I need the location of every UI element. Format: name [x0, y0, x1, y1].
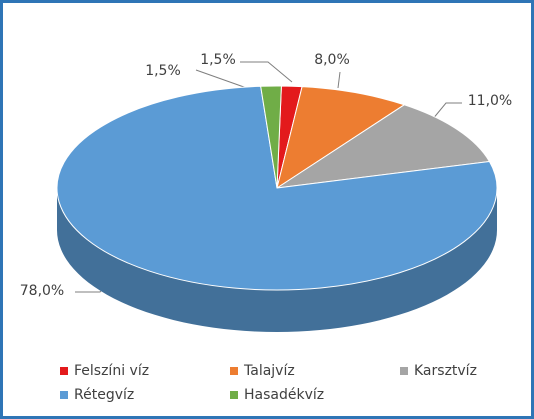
slice: [56, 85, 498, 291]
leader-line: [240, 61, 293, 83]
legend-label: Hasadékvíz: [244, 387, 324, 403]
slice-side: [57, 188, 497, 332]
data-label: 1,5%: [200, 52, 236, 68]
data-label: 78,0%: [20, 283, 64, 299]
leader-line: [431, 102, 462, 121]
leader-line: [337, 71, 341, 89]
slice: [276, 104, 491, 189]
slice: [260, 85, 282, 189]
data-label: 8,0%: [314, 52, 350, 68]
legend-label: Karsztvíz: [414, 363, 477, 379]
legend-swatch: [230, 391, 238, 399]
legend-swatch: [60, 367, 68, 375]
legend-swatch: [60, 391, 68, 399]
slice: [276, 86, 406, 190]
legend-swatch: [400, 367, 408, 375]
legend-swatch: [230, 367, 238, 375]
legend-label: Talajvíz: [243, 363, 295, 379]
data-label: 11,0%: [468, 93, 512, 109]
legend-label: Rétegvíz: [74, 387, 134, 403]
legend-label: Felszíni víz: [74, 363, 149, 379]
data-label: 1,5%: [145, 63, 181, 79]
